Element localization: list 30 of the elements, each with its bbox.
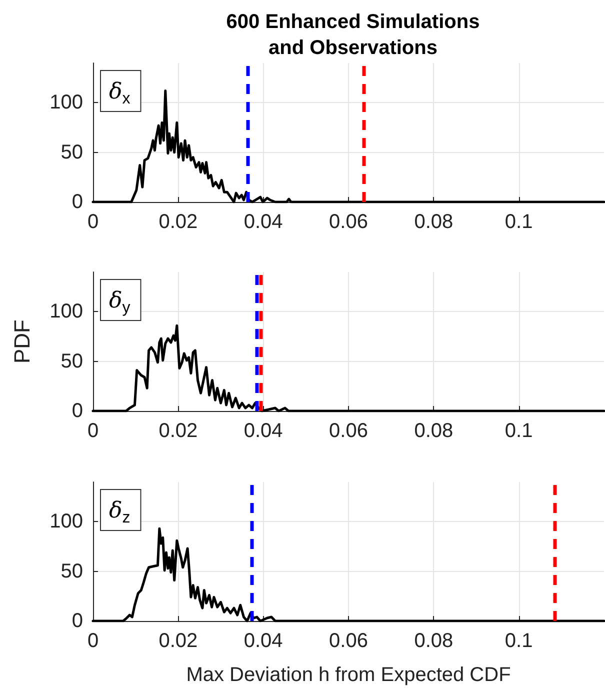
x-tick-label: 0 (87, 211, 99, 233)
y-axis-title: PDF (10, 320, 34, 364)
y-tick-label: 0 (72, 610, 83, 632)
x-tick-label: 0.1 (504, 420, 533, 442)
y-tick-label: 100 (50, 300, 83, 323)
x-tick-label: 0.02 (158, 211, 198, 233)
x-tick-label: 0.04 (244, 211, 283, 233)
y-tick-label: 100 (50, 510, 83, 533)
x-tick-label: 0.04 (244, 420, 283, 442)
x-tick-label: 0 (87, 630, 99, 652)
y-tick-label: 50 (60, 560, 83, 582)
y-tick-label: 100 (50, 92, 83, 114)
x-tick-label: 0.06 (329, 630, 368, 652)
x-axis-title: Max Deviation h from Expected CDF (186, 664, 511, 686)
x-tick-label: 0.02 (158, 420, 198, 442)
y-tick-label: 50 (60, 141, 83, 164)
x-tick-label: 0.08 (414, 420, 454, 442)
chart-title: 600 Enhanced Simulations and Observations (226, 11, 480, 59)
y-tick-label: 0 (72, 400, 83, 422)
x-tick-label: 0 (87, 420, 99, 442)
x-tick-label: 0.1 (504, 211, 533, 233)
x-tick-label: 0.02 (158, 630, 198, 652)
y-tick-label: 50 (60, 350, 83, 372)
x-tick-label: 0.04 (244, 630, 283, 652)
y-tick-label: 0 (72, 191, 83, 213)
x-tick-label: 0.08 (414, 211, 454, 233)
x-tick-label: 0.1 (504, 630, 533, 652)
x-tick-label: 0.06 (329, 211, 368, 233)
x-tick-label: 0.06 (329, 420, 368, 442)
x-tick-label: 0.08 (414, 630, 454, 652)
